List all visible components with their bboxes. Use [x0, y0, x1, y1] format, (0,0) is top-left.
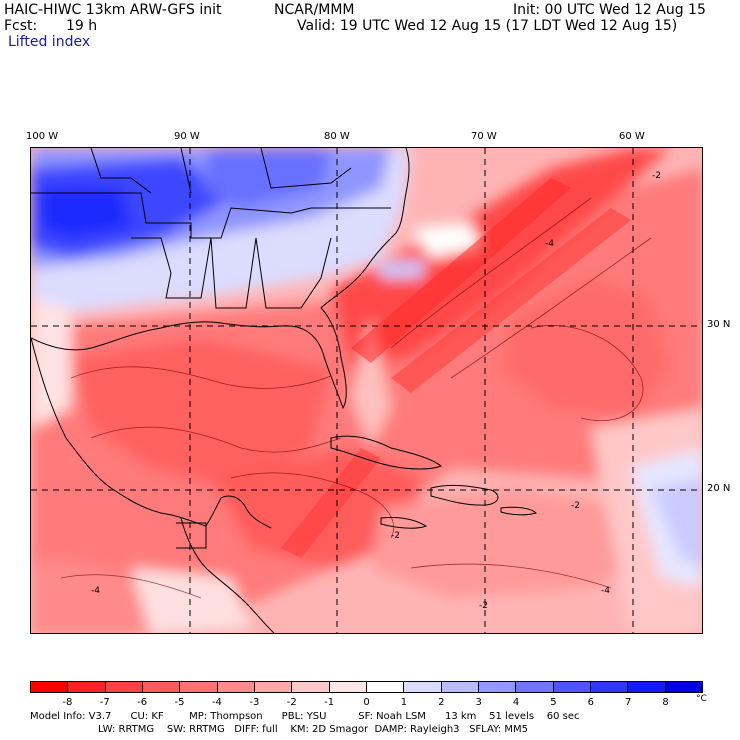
valid-time: Valid: 19 UTC Wed 12 Aug 15 (17 LDT Wed …: [297, 18, 678, 34]
org-label: NCAR/MMM: [274, 2, 355, 18]
colorbar-swatch: [628, 682, 666, 692]
colorbar-swatch: [217, 682, 255, 692]
colorbar-tick-label: -7: [99, 697, 110, 708]
colorbar-unit: °C: [696, 694, 707, 704]
contour-label: -2: [479, 601, 488, 611]
colorbar-swatch: [31, 682, 69, 692]
lon-label-90w: 90 W: [174, 131, 200, 142]
contour-label: -2: [391, 531, 400, 541]
lat-lon-grid: [31, 148, 702, 633]
lat-label-20n: 20 N: [707, 483, 731, 494]
colorbar-swatch: [105, 682, 143, 692]
colorbar-tick-label: 3: [475, 697, 482, 708]
colorbar-tick-label: -1: [324, 697, 335, 708]
colorbar-tick-label: 1: [400, 697, 408, 708]
map-canvas: -4 -2 -2 -2 -4 -4 -2: [31, 148, 702, 633]
model-info-line1: Model Info: V3.7 CU: KF MP: Thompson PBL…: [30, 711, 580, 722]
colorbar-tick-label: -4: [211, 697, 222, 708]
lat-label-30n: 30 N: [707, 319, 731, 330]
colorbar-tick-label: 4: [512, 697, 520, 708]
colorbar-swatch: [329, 682, 367, 692]
coastlines: [31, 148, 537, 633]
contour-label: -4: [91, 586, 100, 596]
init-time: Init: 00 UTC Wed 12 Aug 15: [513, 2, 706, 18]
forecast-hour: 19 h: [66, 18, 98, 34]
lon-label-100w: 100 W: [26, 131, 59, 142]
colorbar-tick-label: 7: [625, 697, 632, 708]
colorbar-tick-label: -3: [249, 697, 260, 708]
colorbar-swatch: [441, 682, 479, 692]
colorbar-swatch: [553, 682, 591, 692]
model-info-line2: LW: RRTMG SW: RRTMG DIFF: full KM: 2D Sm…: [98, 724, 528, 735]
colorbar-swatch: [180, 682, 218, 692]
colorbar-tick-label: 2: [438, 697, 445, 708]
colorbar-swatch: [590, 682, 629, 692]
colorbar-tick-label: 0: [363, 697, 370, 708]
colorbar-swatch: [516, 682, 554, 692]
lon-label-80w: 80 W: [324, 131, 350, 142]
lifted-index-map: -4 -2 -2 -2 -4 -4 -2: [30, 147, 703, 634]
colorbar-swatch: [478, 682, 517, 692]
lon-label-70w: 70 W: [471, 131, 497, 142]
colorbar-tick-label: 6: [587, 697, 595, 708]
convective-bands: [281, 178, 631, 558]
field-shading: [31, 148, 702, 633]
colorbar-swatch: [142, 682, 181, 692]
colorbar-swatch: [366, 682, 405, 692]
colorbar-tick-label: -8: [62, 697, 73, 708]
colorbar-swatch: [292, 682, 330, 692]
contour-label: -4: [545, 239, 554, 249]
colorbar-swatch: [404, 682, 442, 692]
colorbar-tick-label: -2: [286, 697, 297, 708]
colorbar-tick-label: 5: [550, 697, 557, 708]
colorbar-tick-label: 8: [662, 697, 669, 708]
field-name: Lifted index: [8, 34, 91, 50]
colorbar-tick-label: -5: [174, 697, 185, 708]
contour-label: -2: [652, 171, 661, 181]
lon-label-60w: 60 W: [619, 131, 645, 142]
forecast-label: Fcst:: [4, 18, 38, 34]
colorbar-swatch: [665, 682, 702, 692]
contour-label: -4: [601, 586, 610, 596]
colorbar-tick-label: -6: [137, 697, 148, 708]
colorbar-swatch: [68, 682, 106, 692]
contour-label: -2: [571, 501, 580, 511]
colorbar-swatch: [254, 682, 293, 692]
contour-lines: [60, 197, 652, 599]
model-title: HAIC-HIWC 13km ARW-GFS init: [4, 2, 222, 18]
colorbar: [30, 681, 703, 693]
